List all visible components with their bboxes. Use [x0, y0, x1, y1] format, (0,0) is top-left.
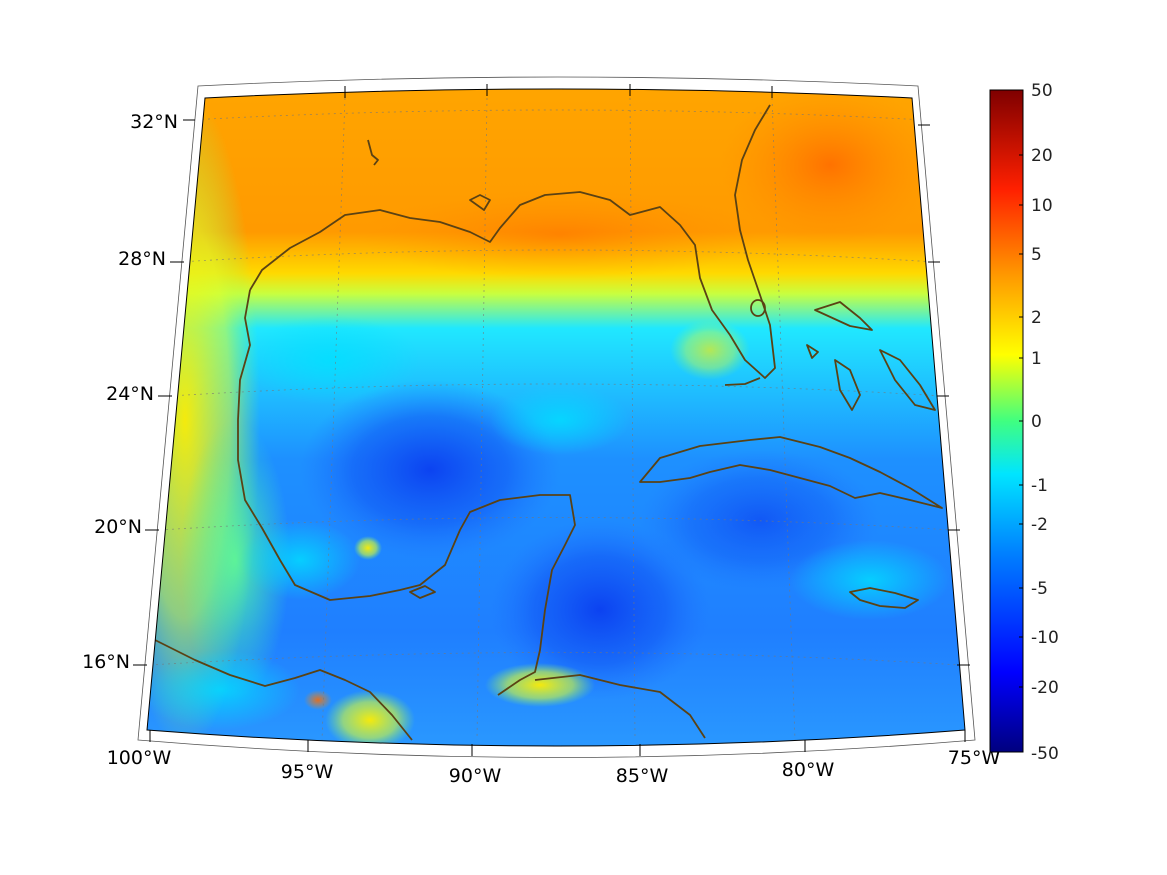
colorbar-gradient: [989, 89, 1024, 753]
colorbar-label-10: 10: [1031, 196, 1053, 216]
colorbar-label-50: 50: [1031, 81, 1053, 101]
lon-ticks: [149, 84, 966, 756]
colorbar-label-0: 0: [1031, 412, 1042, 432]
lat-label-16: 16°N: [82, 651, 130, 673]
lon-label-100: 100°W: [107, 747, 172, 769]
lat-label-28: 28°N: [118, 248, 166, 270]
lat-label-24: 24°N: [106, 383, 154, 405]
lat-labels: 32°N 28°N 24°N 20°N 16°N: [82, 111, 178, 673]
colorbar-label-1: 1: [1031, 349, 1042, 369]
coastlines: [154, 104, 943, 741]
map-frame: [146, 88, 966, 747]
lon-label-90: 90°W: [449, 765, 502, 787]
lon-label-80: 80°W: [782, 759, 835, 781]
colorbar-label-m50: -50: [1031, 744, 1059, 764]
lon-label-95: 95°W: [281, 761, 334, 783]
lon-label-85: 85°W: [616, 765, 669, 787]
lat-ticks: [133, 119, 970, 666]
data-field: [147, 89, 965, 746]
colorbar-ticks: [1019, 154, 1023, 688]
colorbar: 50 20 10 5 2 1 0 -1 -2 -5 -10 -20 -50: [989, 81, 1059, 764]
lon-labels: 100°W 95°W 90°W 85°W 80°W 75°W: [107, 747, 1001, 787]
map-outer-frame: [137, 76, 976, 758]
graticule: [149, 97, 961, 741]
colorbar-label-m5: -5: [1031, 579, 1048, 599]
colorbar-label-20: 20: [1031, 146, 1053, 166]
colorbar-label-m20: -20: [1031, 678, 1059, 698]
lat-label-32: 32°N: [130, 111, 178, 133]
colorbar-label-5: 5: [1031, 245, 1042, 265]
lon-label-75: 75°W: [948, 747, 1001, 769]
colorbar-label-m2: -2: [1031, 515, 1048, 535]
colorbar-label-2: 2: [1031, 308, 1042, 328]
colorbar-label-m10: -10: [1031, 628, 1059, 648]
colorbar-label-m1: -1: [1031, 476, 1048, 496]
lat-label-20: 20°N: [94, 516, 142, 538]
